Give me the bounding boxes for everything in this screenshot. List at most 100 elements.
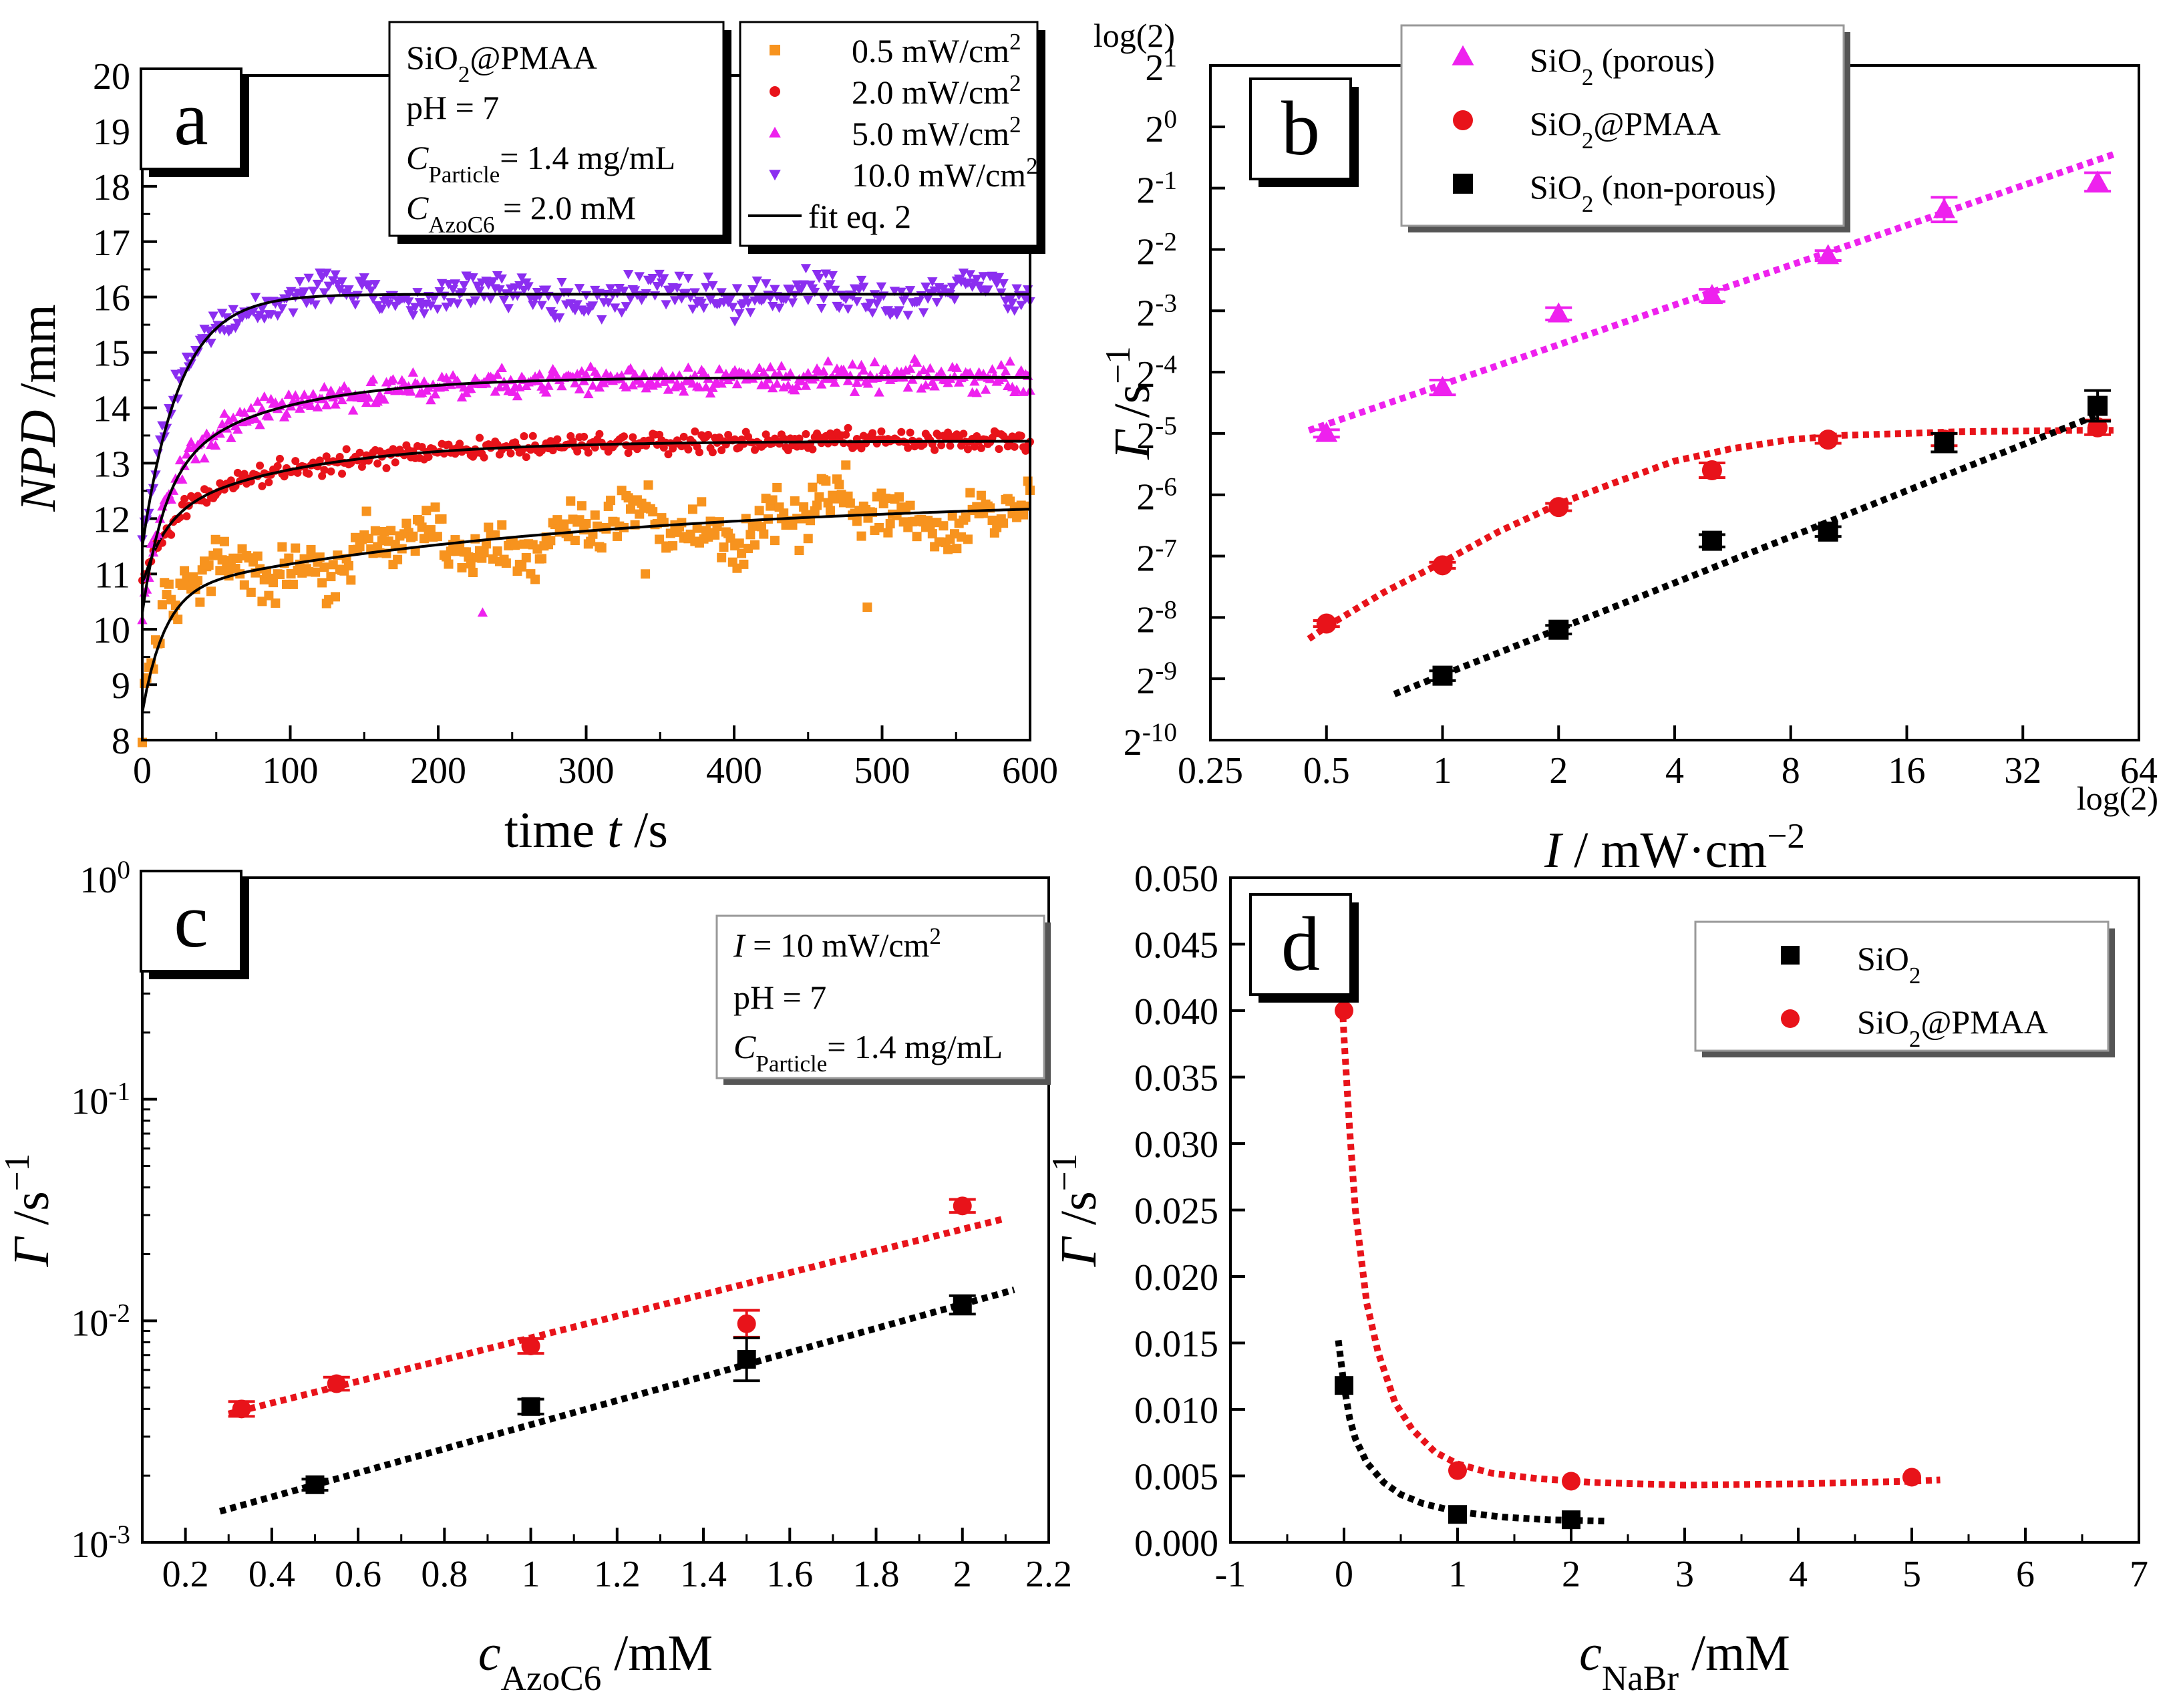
data-point <box>822 356 834 366</box>
data-point <box>503 304 514 314</box>
info-azo-part: AzoC6 <box>428 212 494 238</box>
y-tick-label: 2-3 <box>1136 289 1177 335</box>
data-point <box>468 273 478 283</box>
info-particle: CParticle= 1.4 mg/mL <box>406 139 675 188</box>
data-point <box>814 492 824 502</box>
data-point <box>779 508 789 518</box>
data-point <box>756 522 766 532</box>
data-point <box>585 361 596 371</box>
y-axis-title-part: −1 <box>0 1154 37 1192</box>
x-tick-label: 1.8 <box>853 1554 900 1595</box>
data-point <box>323 281 334 291</box>
data-point <box>970 442 979 451</box>
data-point <box>590 510 600 520</box>
x-tick-label: 200 <box>410 750 466 792</box>
data-point <box>330 399 341 409</box>
data-point <box>625 294 636 304</box>
data-point <box>543 380 554 390</box>
data-point <box>253 396 263 406</box>
x-tick-label: 0 <box>1335 1554 1353 1595</box>
data-point <box>758 295 769 305</box>
data-point <box>705 388 716 398</box>
data-point <box>288 579 298 589</box>
data-point <box>291 457 300 466</box>
data-point <box>829 377 840 387</box>
data-point <box>580 291 592 301</box>
info-particle-part: C <box>406 139 429 176</box>
data-point <box>412 288 423 298</box>
data-point <box>727 303 738 313</box>
data-point <box>741 293 751 303</box>
panel-d: -1 0 1 2 3 4 5 6 7 0.000 0.005 0.010 0.015 0.020 0.025… <box>1045 858 2149 1698</box>
info-particle-part: C <box>733 1028 756 1065</box>
data-point <box>881 494 891 504</box>
data-point <box>494 285 505 295</box>
legend-label-part: 2 <box>1582 191 1594 217</box>
x-tick-label: 4 <box>1665 750 1684 792</box>
data-point <box>331 592 341 602</box>
data-point <box>625 363 636 373</box>
data-point <box>174 455 186 465</box>
data-point <box>255 419 265 430</box>
data-point <box>530 574 540 584</box>
data-point <box>432 532 442 542</box>
y-tick-label-part: -3 <box>108 1520 130 1549</box>
legend-label: SiO2 <box>1857 940 1920 989</box>
data-point <box>737 1350 756 1369</box>
data-point <box>556 381 567 391</box>
data-point <box>717 446 726 455</box>
data-point <box>902 382 913 392</box>
data-point <box>327 467 335 476</box>
legend-swatch <box>1781 946 1800 965</box>
data-point <box>1016 365 1027 375</box>
data-point <box>725 295 736 305</box>
data-point <box>939 521 949 531</box>
data-point <box>167 530 176 539</box>
data-point <box>1000 366 1011 376</box>
data-point <box>1335 1001 1353 1020</box>
data-point <box>856 275 867 285</box>
data-point <box>583 389 594 399</box>
info-particle-part: = 1.4 mg/mL <box>827 1028 1003 1065</box>
y-tick-label-part: 2 <box>1124 722 1142 763</box>
data-point <box>517 562 527 572</box>
data-point <box>758 367 769 377</box>
data-point <box>704 431 713 440</box>
y-tick-label: 0.025 <box>1134 1191 1218 1232</box>
data-point <box>419 309 430 319</box>
data-point <box>407 311 419 321</box>
data-point <box>277 542 287 552</box>
data-point <box>768 495 778 505</box>
info-ph-part: pH = 7 <box>406 89 499 126</box>
y-tick-label-part: 2 <box>1136 415 1155 457</box>
x-tick-label: 1.2 <box>594 1554 641 1595</box>
data-point <box>470 296 481 306</box>
data-point <box>810 287 820 297</box>
data-point <box>627 379 638 389</box>
data-point <box>521 552 531 562</box>
legend-label: SiO2@PMAA <box>1857 1003 2048 1052</box>
x-axis-title-part: /mM <box>1679 1625 1790 1681</box>
legend-label-part: 0.5 mW/cm <box>852 32 1009 69</box>
x-tick-label: 0.4 <box>248 1554 295 1595</box>
x-tick-label: 1.6 <box>766 1554 813 1595</box>
info-intensity-part: I <box>733 926 746 964</box>
legend-label-part: (non-porous) <box>1593 168 1776 206</box>
data-point <box>275 454 284 463</box>
data-point <box>927 277 938 287</box>
data-point <box>880 364 891 374</box>
data-point <box>829 285 840 295</box>
data-point <box>233 468 242 477</box>
y-tick-label: 2-6 <box>1136 472 1177 518</box>
data-point <box>971 275 982 285</box>
data-point <box>905 500 915 510</box>
y-tick-label: 2-10 <box>1124 718 1177 764</box>
x-axis-title-part: /s <box>621 802 668 858</box>
data-point <box>432 305 443 315</box>
data-point <box>641 383 651 393</box>
data-point <box>347 405 359 415</box>
y-tick-label: 10-2 <box>71 1299 130 1345</box>
data-point <box>355 448 364 457</box>
data-point <box>250 293 261 303</box>
data-point <box>842 375 854 385</box>
